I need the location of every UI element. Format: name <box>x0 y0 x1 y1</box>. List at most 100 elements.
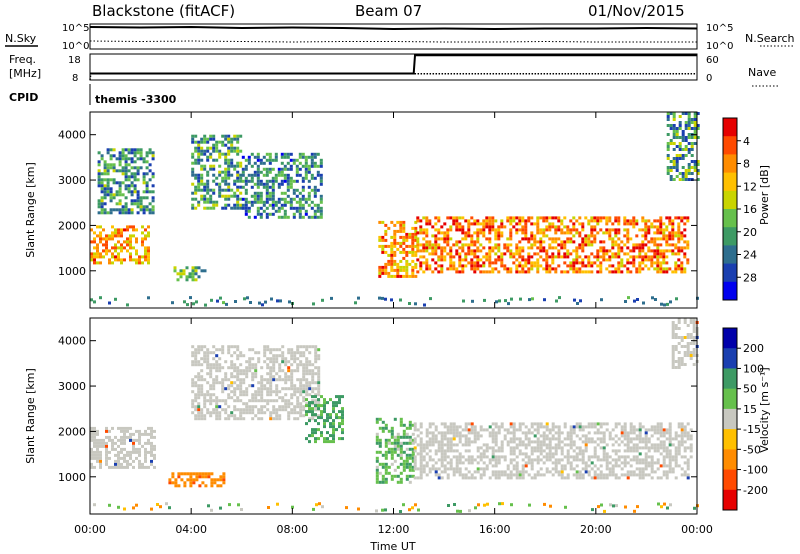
scatter-cell <box>681 175 685 178</box>
scatter-cell <box>332 410 335 414</box>
scatter-cell <box>132 441 135 445</box>
scatter-cell <box>572 261 576 265</box>
scatter-cell <box>548 222 552 226</box>
scatter-cell <box>650 467 654 471</box>
scatter-cell <box>323 398 326 402</box>
scatter-cell <box>449 261 453 265</box>
near-range-cell <box>558 296 561 300</box>
scatter-cell <box>227 167 231 171</box>
scatter-cell <box>675 133 679 136</box>
scatter-cell <box>133 190 137 194</box>
near-range-cell <box>258 301 261 305</box>
scatter-cell <box>680 467 684 471</box>
scatter-cell <box>584 234 588 238</box>
scatter-cell <box>245 402 249 406</box>
scatter-cell <box>145 184 149 188</box>
scatter-cell <box>317 416 320 420</box>
scatter-cell <box>488 246 492 250</box>
scatter-cell <box>440 434 444 438</box>
scatter-cell <box>563 246 567 250</box>
scatter-cell <box>191 378 195 382</box>
scatter-cell <box>686 246 690 250</box>
freq-lines <box>89 54 697 81</box>
scatter-cell <box>411 465 415 469</box>
scatter-cell <box>629 255 633 259</box>
scatter-cell <box>539 458 543 462</box>
scatter-cell <box>317 378 321 382</box>
scatter-cell <box>136 169 140 173</box>
scatter-cell <box>236 200 240 204</box>
scatter-cell <box>263 345 267 349</box>
scatter-cell <box>545 252 549 256</box>
scatter-cell <box>422 449 426 453</box>
scatter-cell <box>602 452 606 456</box>
scatter-cell <box>617 252 621 256</box>
scatter-cell <box>408 435 412 439</box>
scatter-cell <box>206 170 210 174</box>
scatter-cell <box>317 381 321 385</box>
scatter-cell <box>569 240 573 244</box>
power-colorbar-swatch <box>723 209 737 228</box>
scatter-cell <box>105 441 108 445</box>
scatter-cell <box>683 455 687 459</box>
scatter-cell <box>320 404 323 408</box>
scatter-cell <box>467 431 471 435</box>
scatter-cell <box>461 237 465 241</box>
scatter-cell <box>653 243 657 247</box>
scatter-cell <box>626 267 630 271</box>
scatter-cell <box>387 262 391 266</box>
scatter-cell <box>674 348 678 351</box>
scatter-cell <box>419 249 423 253</box>
scatter-cell <box>206 390 210 394</box>
scatter-cell <box>521 443 525 447</box>
scatter-cell <box>521 270 525 274</box>
scatter-cell <box>629 222 633 226</box>
scatter-cell <box>390 268 394 272</box>
scatter-cell <box>650 264 654 268</box>
scatter-cell <box>518 470 522 474</box>
scatter-cell <box>341 410 344 414</box>
scatter-cell <box>90 426 93 430</box>
scatter-cell <box>635 458 639 462</box>
scatter-cell <box>138 447 141 451</box>
scatter-cell <box>215 140 219 144</box>
scatter-cell <box>512 437 516 441</box>
scatter-cell <box>584 464 588 468</box>
scatter-cell <box>680 431 684 435</box>
scatter-cell <box>242 390 246 394</box>
scatter-cell <box>105 240 108 244</box>
scatter-cell <box>286 215 290 219</box>
scatter-cell <box>605 464 609 468</box>
scatter-cell <box>126 453 129 457</box>
scatter-cell <box>144 249 147 253</box>
scatter-cell <box>244 203 248 207</box>
scatter-cell <box>242 417 246 421</box>
scatter-cell <box>644 252 648 256</box>
scatter-cell <box>239 185 243 189</box>
scatter-cell <box>271 185 275 189</box>
scatter-cell <box>629 431 633 435</box>
near-range-cell <box>189 296 192 300</box>
scatter-cell <box>449 440 453 444</box>
scatter-cell <box>530 246 534 250</box>
scatter-cell <box>402 468 406 472</box>
scatter-cell <box>617 455 621 459</box>
scatter-cell <box>191 275 195 279</box>
scatter-cell <box>222 472 226 476</box>
scatter-cell <box>209 167 213 171</box>
scatter-cell <box>675 127 679 130</box>
scatter-cell <box>629 261 633 265</box>
scatter-cell <box>117 228 120 232</box>
scatter-cell <box>629 446 633 450</box>
scatter-cell <box>575 470 579 474</box>
scatter-cell <box>316 203 320 207</box>
scatter-cell <box>304 170 308 174</box>
scatter-cell <box>653 267 657 271</box>
scatter-cell <box>100 184 104 188</box>
scatter-cell <box>259 197 263 201</box>
scatter-cell <box>212 384 216 388</box>
scatter-cell <box>569 446 573 450</box>
scatter-cell <box>650 249 654 253</box>
scatter-cell <box>108 429 111 433</box>
scatter-cell <box>656 261 660 265</box>
